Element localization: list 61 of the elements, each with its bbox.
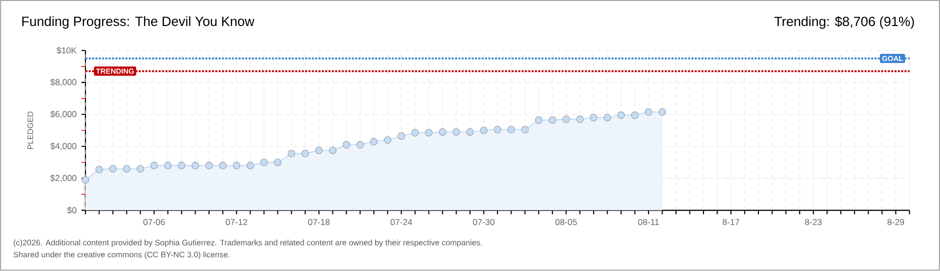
point	[288, 150, 296, 158]
point	[494, 126, 502, 134]
chart-title: Funding Progress: The Devil You Know	[22, 16, 254, 29]
point	[658, 108, 666, 116]
x-tick-label: 8-29	[887, 219, 904, 226]
point	[370, 138, 378, 146]
point	[164, 162, 172, 170]
point	[232, 162, 240, 170]
point	[274, 158, 282, 166]
x-tick-label: 08-11	[638, 219, 659, 226]
y-tick-label: $0	[67, 206, 76, 214]
point	[136, 165, 144, 173]
y-tick-label: $2,000	[50, 174, 76, 182]
point	[452, 128, 460, 136]
x-tick-label: 07-12	[226, 219, 248, 226]
chart-subtitle: Trending: $8,706 (91%)	[774, 16, 914, 29]
point	[122, 165, 130, 173]
point	[398, 132, 406, 140]
point	[150, 162, 158, 170]
point	[604, 114, 612, 122]
point	[205, 162, 213, 170]
point	[82, 176, 90, 184]
point	[644, 108, 652, 116]
x-tick-label: 07-18	[308, 219, 330, 226]
point	[219, 162, 227, 170]
point	[631, 112, 639, 120]
point	[425, 129, 433, 137]
point	[301, 150, 309, 158]
point	[521, 126, 529, 134]
point	[109, 165, 117, 173]
point	[507, 126, 515, 134]
y-tick-label: $8,000	[50, 78, 76, 86]
point	[178, 162, 186, 170]
point	[480, 126, 488, 134]
point	[562, 116, 570, 124]
point	[246, 162, 254, 170]
point	[315, 146, 323, 154]
point	[95, 166, 103, 174]
x-tick-label: 07-06	[143, 219, 165, 226]
point	[328, 146, 336, 154]
y-tick-label: $4,000	[50, 142, 76, 150]
point	[411, 129, 419, 137]
y-tick-label: $6,000	[50, 110, 76, 118]
point	[384, 136, 392, 144]
y-tick-label: $10K	[56, 47, 77, 54]
x-tick-label: 8-17	[722, 219, 740, 226]
point	[356, 141, 364, 149]
point	[192, 162, 200, 170]
point	[548, 116, 556, 124]
point	[617, 112, 625, 120]
x-tick-label: 07-24	[390, 219, 412, 226]
point	[466, 128, 474, 136]
x-tick-label: 07-30	[473, 219, 494, 226]
point	[260, 158, 268, 166]
point	[590, 114, 598, 122]
x-tick-label: 8-23	[805, 219, 822, 226]
point	[438, 128, 446, 136]
point	[342, 141, 350, 149]
point	[576, 116, 584, 124]
point	[534, 116, 542, 124]
x-tick-label: 08-05	[555, 219, 577, 226]
